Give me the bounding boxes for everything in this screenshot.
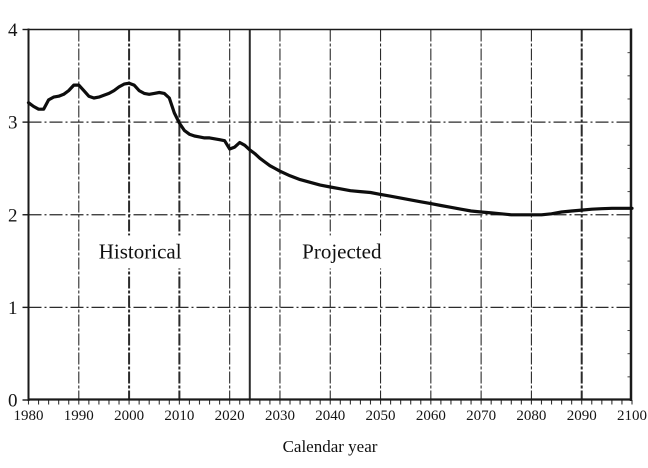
x-tick-label-2100: 2100 (617, 408, 647, 424)
x-tick-label-1990: 1990 (64, 408, 94, 424)
x-tick-label-2070: 2070 (466, 408, 496, 424)
x-tick-label-2050: 2050 (366, 408, 396, 424)
y-tick-label-3: 3 (8, 113, 18, 134)
projected-region-label: Projected (293, 235, 391, 269)
y-tick-label-4: 4 (8, 20, 18, 41)
y-tick-label-1: 1 (8, 298, 18, 319)
x-tick-label-2030: 2030 (265, 408, 295, 424)
y-tick-label-2: 2 (8, 205, 18, 226)
x-tick-label-2040: 2040 (315, 408, 345, 424)
x-tick-label-2000: 2000 (114, 408, 144, 424)
y-tick-label-0: 0 (8, 391, 18, 412)
x-tick-label-2060: 2060 (416, 408, 446, 424)
x-tick-label-2010: 2010 (164, 408, 194, 424)
x-tick-label-1980: 1980 (14, 408, 44, 424)
x-tick-label-2020: 2020 (215, 408, 245, 424)
x-tick-label-2090: 2090 (567, 408, 597, 424)
historical-region-label: Historical (89, 235, 191, 269)
data-curve (26, 81, 634, 217)
x-axis-title: Calendar year (282, 437, 378, 456)
x-tick-label-2080: 2080 (516, 408, 546, 424)
